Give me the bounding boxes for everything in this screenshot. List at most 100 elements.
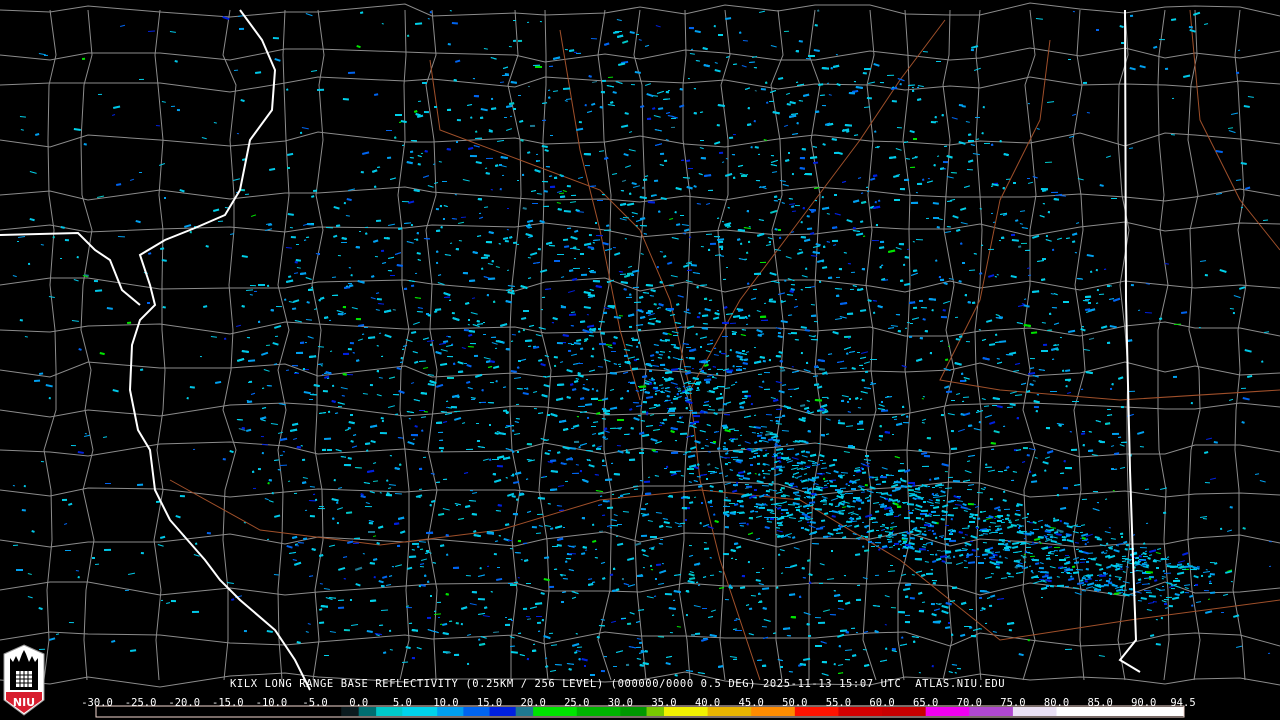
- radar-echo: [821, 67, 829, 70]
- radar-echo: [363, 482, 370, 485]
- radar-echo: [817, 359, 825, 363]
- radar-echo: [541, 394, 548, 398]
- radar-echo: [584, 337, 589, 341]
- radar-echo: [411, 549, 415, 551]
- radar-echo: [919, 337, 923, 340]
- radar-echo: [654, 475, 659, 477]
- radar-echo: [807, 430, 811, 433]
- radar-echo: [439, 439, 444, 441]
- radar-echo: [634, 488, 639, 490]
- radar-echo: [545, 288, 552, 290]
- radar-echo: [958, 531, 963, 534]
- radar-echo: [1031, 480, 1038, 483]
- radar-echo: [801, 567, 805, 570]
- radar-echo: [409, 157, 414, 159]
- radar-echo: [890, 325, 898, 327]
- radar-echo: [848, 337, 851, 339]
- radar-echo: [801, 148, 806, 151]
- radar-echo: [827, 397, 830, 399]
- radar-echo: [678, 387, 681, 390]
- radar-echo: [666, 111, 671, 114]
- radar-echo: [705, 350, 711, 353]
- county-line: [1232, 9, 1247, 681]
- radar-echo: [602, 500, 608, 503]
- radar-echo: [333, 205, 340, 210]
- radar-echo: [864, 68, 871, 70]
- radar-echo: [960, 207, 967, 211]
- radar-echo: [991, 143, 994, 146]
- radar-echo: [257, 468, 261, 471]
- radar-echo: [725, 172, 733, 177]
- radar-echo: [896, 126, 902, 129]
- radar-echo: [294, 272, 299, 274]
- radar-echo: [305, 276, 312, 280]
- radar-echo: [582, 546, 587, 549]
- radar-echo: [980, 487, 985, 491]
- radar-echo: [572, 642, 580, 647]
- radar-echo: [843, 575, 846, 577]
- radar-echo: [465, 380, 471, 384]
- highway: [689, 19, 946, 391]
- radar-echo: [786, 293, 793, 296]
- radar-echo: [880, 659, 888, 662]
- radar-echo: [596, 389, 599, 392]
- radar-echo: [677, 368, 684, 371]
- radar-echo: [651, 379, 655, 381]
- radar-echo: [708, 406, 711, 408]
- radar-echo: [392, 394, 399, 396]
- radar-echo: [954, 672, 957, 674]
- radar-echo: [580, 253, 584, 255]
- radar-echo: [1062, 486, 1068, 490]
- radar-echo: [1017, 245, 1022, 248]
- radar-echo: [929, 478, 932, 481]
- radar-echo: [788, 198, 793, 200]
- radar-echo: [800, 289, 803, 291]
- radar-echo: [406, 161, 413, 165]
- radar-echo: [320, 604, 328, 608]
- radar-echo: [951, 447, 958, 450]
- radar-echo: [730, 549, 736, 553]
- radar-echo: [480, 116, 484, 119]
- radar-echo: [888, 327, 895, 329]
- radar-echo: [464, 301, 470, 305]
- radar-echo: [468, 329, 475, 333]
- radar-echo: [757, 659, 763, 661]
- radar-echo: [866, 186, 869, 188]
- radar-echo: [627, 202, 635, 206]
- radar-echo: [805, 287, 811, 288]
- radar-echo: [266, 384, 272, 387]
- radar-echo: [875, 224, 878, 227]
- radar-echo: [694, 383, 700, 386]
- radar-echo: [1012, 471, 1017, 473]
- radar-echo: [693, 480, 698, 483]
- radar-echo: [550, 669, 557, 672]
- radar-echo: [484, 606, 488, 609]
- radar-echo: [615, 588, 620, 591]
- radar-echo: [1087, 302, 1091, 305]
- radar-echo: [994, 182, 999, 184]
- radar-echo: [513, 480, 520, 484]
- radar-echo: [668, 410, 675, 412]
- radar-echo: [940, 414, 944, 417]
- radar-echo: [571, 194, 577, 196]
- radar-echo: [319, 608, 323, 611]
- radar-echo: [578, 658, 581, 661]
- radar-echo: [446, 400, 449, 402]
- radar-echo: [852, 499, 856, 503]
- radar-echo: [808, 55, 815, 57]
- radar-echo: [1105, 422, 1111, 425]
- radar-echo: [703, 638, 707, 639]
- radar-echo: [491, 107, 497, 110]
- radar-echo: [328, 410, 331, 413]
- radar-echo: [1054, 322, 1060, 325]
- radar-echo: [533, 643, 536, 645]
- radar-echo: [792, 440, 796, 443]
- radar-echo: [670, 427, 678, 431]
- radar-echo: [781, 202, 785, 204]
- radar-echo: [477, 198, 482, 201]
- radar-echo: [636, 34, 639, 35]
- radar-echo: [538, 525, 543, 527]
- radar-echo: [617, 450, 624, 454]
- radar-echo: [951, 663, 957, 666]
- radar-echo: [838, 419, 841, 422]
